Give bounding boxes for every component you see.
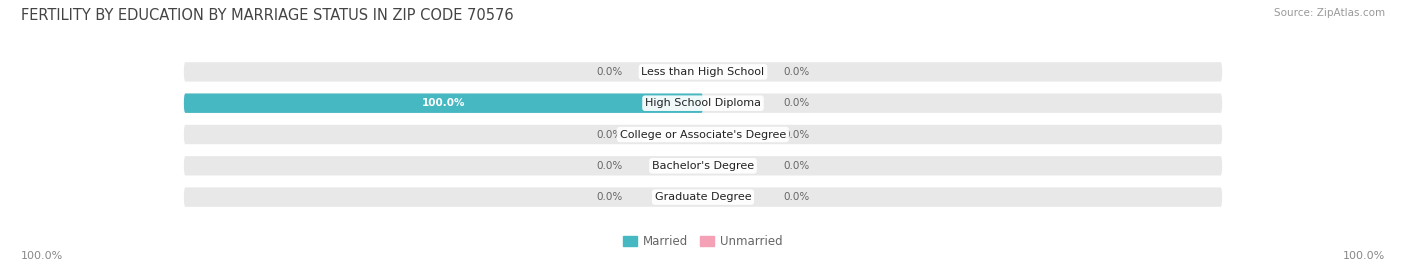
Text: FERTILITY BY EDUCATION BY MARRIAGE STATUS IN ZIP CODE 70576: FERTILITY BY EDUCATION BY MARRIAGE STATU… <box>21 8 513 23</box>
Text: 100.0%: 100.0% <box>1343 251 1385 261</box>
Text: 0.0%: 0.0% <box>596 129 623 140</box>
Text: 0.0%: 0.0% <box>783 129 810 140</box>
Text: Graduate Degree: Graduate Degree <box>655 192 751 202</box>
Text: Source: ZipAtlas.com: Source: ZipAtlas.com <box>1274 8 1385 18</box>
FancyBboxPatch shape <box>184 125 1222 144</box>
Text: Less than High School: Less than High School <box>641 67 765 77</box>
Text: 0.0%: 0.0% <box>596 67 623 77</box>
Text: 0.0%: 0.0% <box>783 98 810 108</box>
FancyBboxPatch shape <box>184 62 1222 82</box>
Text: 0.0%: 0.0% <box>783 192 810 202</box>
Text: Bachelor's Degree: Bachelor's Degree <box>652 161 754 171</box>
Text: 0.0%: 0.0% <box>596 192 623 202</box>
FancyBboxPatch shape <box>184 156 1222 175</box>
FancyBboxPatch shape <box>184 187 1222 207</box>
Legend: Married, Unmarried: Married, Unmarried <box>619 230 787 253</box>
Text: 0.0%: 0.0% <box>596 161 623 171</box>
Text: College or Associate's Degree: College or Associate's Degree <box>620 129 786 140</box>
Text: 100.0%: 100.0% <box>21 251 63 261</box>
Text: 0.0%: 0.0% <box>783 161 810 171</box>
Text: High School Diploma: High School Diploma <box>645 98 761 108</box>
FancyBboxPatch shape <box>184 94 703 113</box>
FancyBboxPatch shape <box>184 94 1222 113</box>
Text: 0.0%: 0.0% <box>783 67 810 77</box>
Text: 100.0%: 100.0% <box>422 98 465 108</box>
